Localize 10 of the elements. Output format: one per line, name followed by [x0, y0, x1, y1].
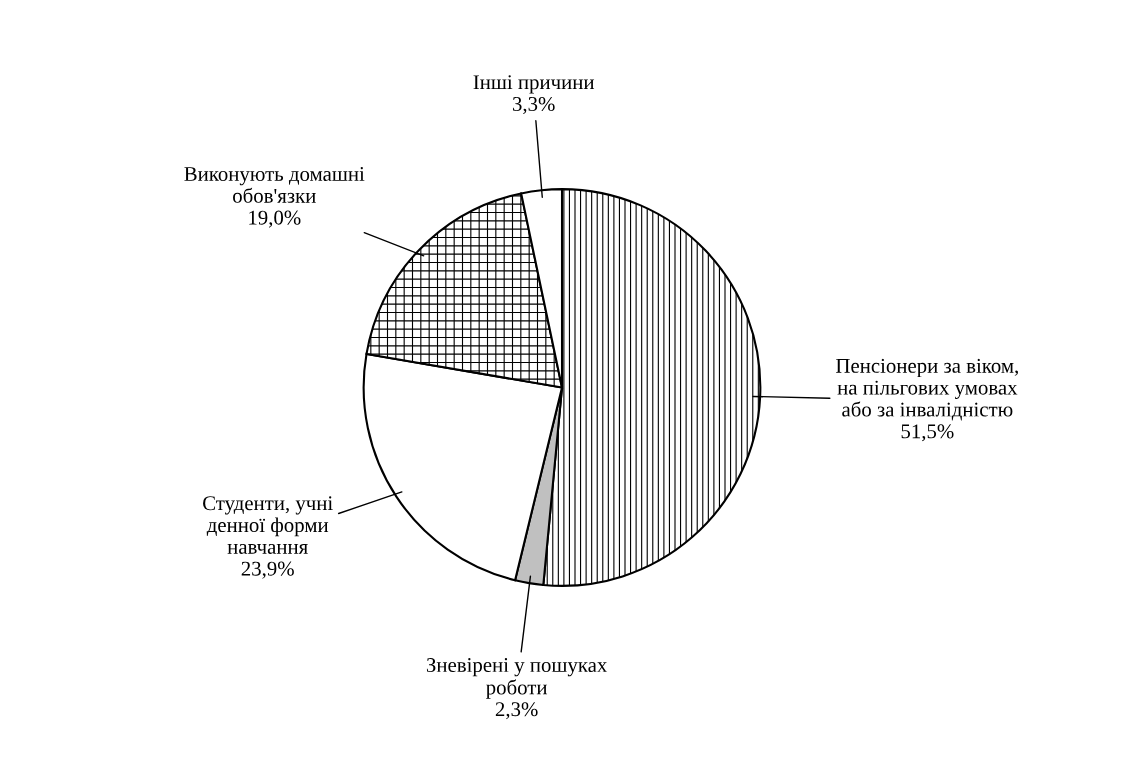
slice-label: Пенсіонери за віком, на пільгових умовах або за інвалідністю	[836, 358, 1018, 421]
slice-label: Студенти, учні денної форми навчання	[203, 496, 333, 554]
slice-label: Інші причини	[473, 75, 595, 94]
data-label: 23,9%	[241, 561, 294, 579]
data-label: 2,3%	[495, 702, 538, 720]
data-label: 19,0%	[249, 210, 301, 228]
slice-label: Зневірені у пошуках роботи	[426, 658, 608, 699]
slice-label: Виконують домашні обов'язки	[184, 167, 365, 203]
data-label: 3,3%	[512, 96, 555, 115]
data-label: 51,5%	[901, 424, 954, 442]
